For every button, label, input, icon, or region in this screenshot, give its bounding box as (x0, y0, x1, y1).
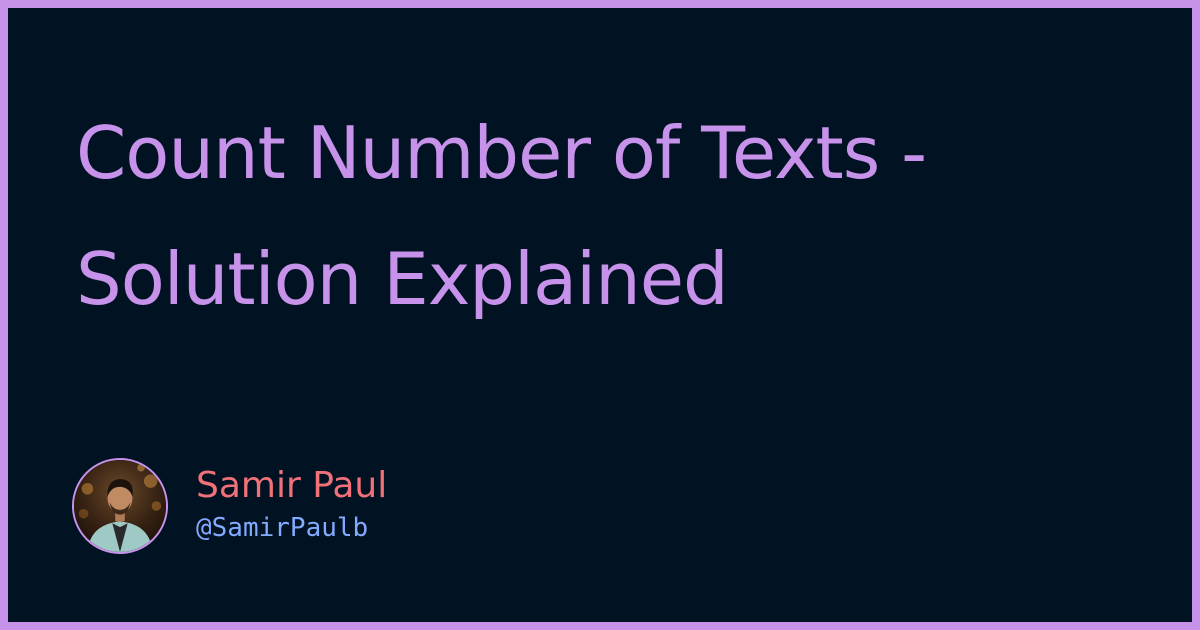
author-handle: @SamirPaulb (196, 513, 369, 543)
page-title: Count Number of Texts - Solution Explain… (76, 111, 927, 321)
author-text: Samir Paul @SamirPaulb (196, 465, 387, 547)
avatar (72, 458, 168, 554)
author-name: Samir Paul (196, 465, 388, 506)
author-photo-icon (74, 460, 166, 552)
author-block: Samir Paul @SamirPaulb (72, 458, 387, 554)
